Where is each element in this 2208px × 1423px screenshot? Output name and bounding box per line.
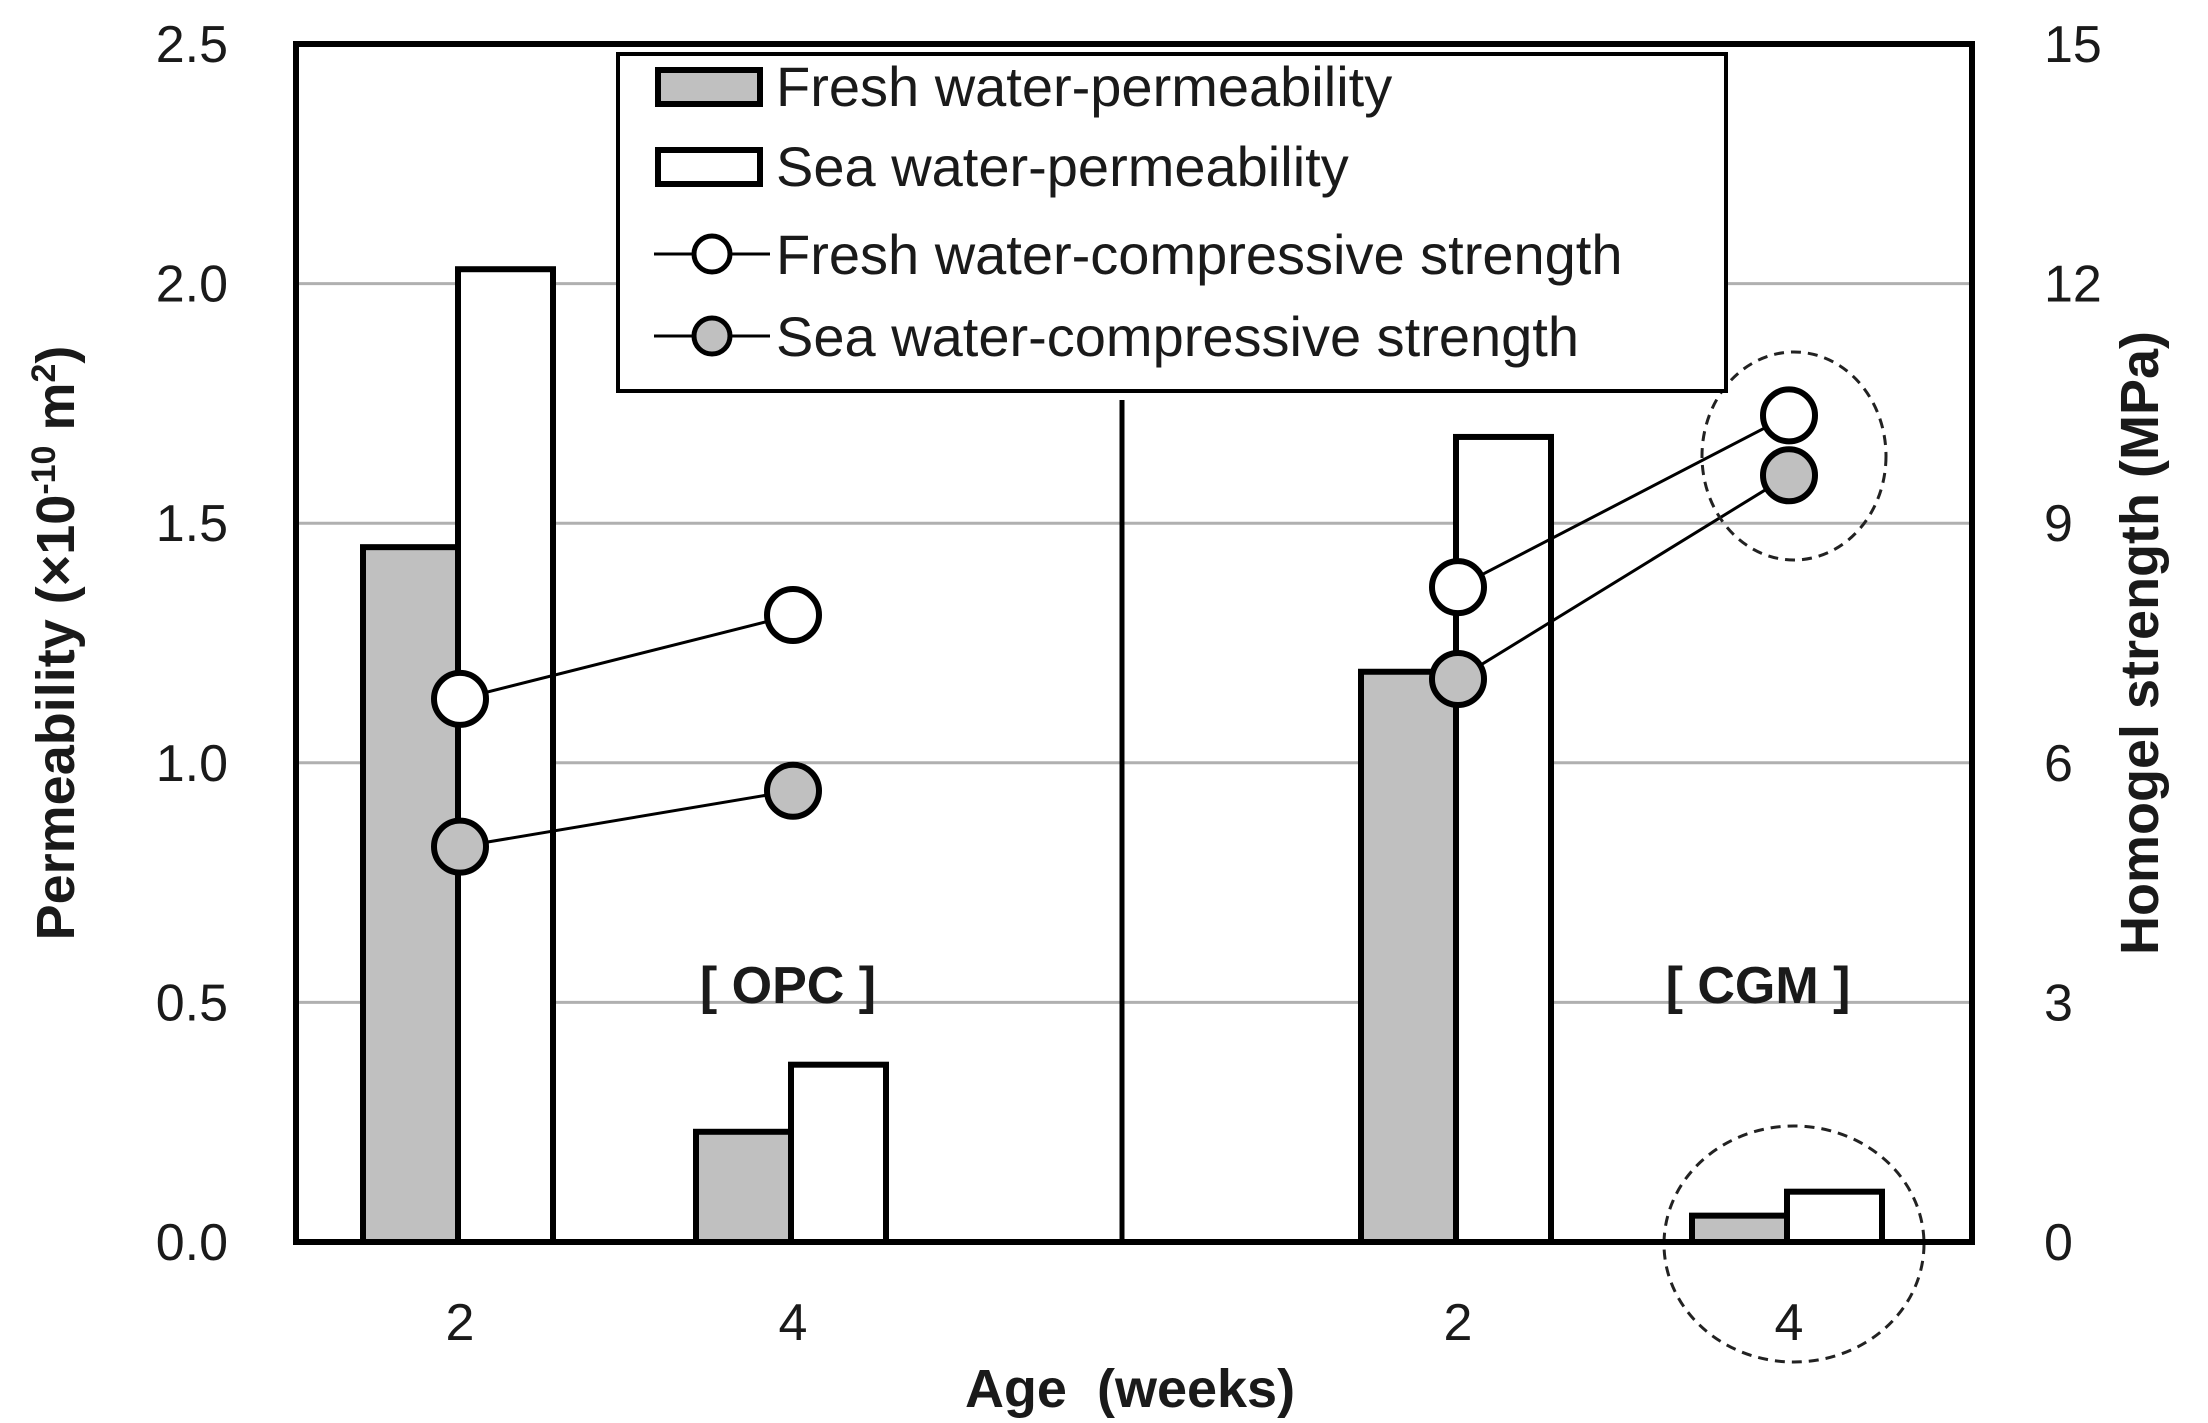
y-right-tick-label: 3 — [2044, 974, 2073, 1032]
sea-perm-bar-opc-4 — [788, 1061, 889, 1246]
sea-strength-marker-cgm-4 — [1760, 446, 1818, 505]
strength-line-segment — [459, 613, 794, 701]
legend-swatch-sea-perm — [655, 147, 763, 187]
fresh-strength-marker-cgm-4 — [1760, 386, 1818, 445]
legend-swatch-marker — [691, 233, 733, 275]
sea-perm-bar-opc-2 — [455, 266, 556, 1245]
y-left-tick-label: 1.0 — [156, 735, 228, 793]
y-right-tick-label: 0 — [2044, 1214, 2073, 1272]
x-tick-label: 4 — [1775, 1294, 1804, 1352]
plot-area-frame — [293, 41, 1975, 1245]
legend: Fresh water-permeability Sea water-permea… — [616, 52, 1728, 393]
y-right-axis-label: Homogel strength (MPa) — [2110, 331, 2170, 955]
legend-label: Fresh water-compressive strength — [776, 223, 1623, 286]
legend-swatch-marker — [691, 315, 733, 357]
y-left-axis-label: Permeability (×10-10 m2) — [25, 346, 86, 941]
legend-box — [616, 52, 1728, 393]
x-axis-label: Age (weeks) — [965, 1359, 1295, 1419]
fresh-strength-marker-opc-4 — [764, 586, 822, 645]
fresh-perm-bar-opc-4 — [693, 1128, 794, 1246]
legend-label: Sea water-compressive strength — [776, 305, 1579, 368]
x-tick-label: 2 — [1444, 1294, 1473, 1352]
fresh-perm-bar-cgm-2 — [1358, 668, 1459, 1245]
sea-strength-marker-opc-2 — [431, 817, 489, 876]
y-right-tick-label: 6 — [2044, 735, 2073, 793]
y-right-tick-label: 12 — [2044, 256, 2102, 314]
legend-label: Fresh water-permeability — [776, 55, 1392, 118]
y-left-label-suffix: ) — [26, 346, 86, 364]
highlight-circle-strength — [1700, 350, 1888, 562]
fresh-strength-marker-cgm-2 — [1429, 558, 1487, 617]
x-tick-label: 2 — [446, 1294, 475, 1352]
strength-lines — [431, 386, 1818, 876]
y-left-label-mid: m — [26, 382, 86, 445]
fresh-perm-bar-opc-2 — [360, 544, 461, 1245]
y-left-label-exp2: 2 — [25, 364, 63, 383]
y-left-tick-label: 2.0 — [156, 256, 228, 314]
strength-line-segment — [1457, 414, 1790, 589]
y-left-tick-label: 0.0 — [156, 1214, 228, 1272]
y-left-label-prefix: Permeability (×10 — [26, 495, 86, 941]
y-left-label-exp: -10 — [25, 446, 63, 495]
sea-perm-bar-cgm-2 — [1453, 433, 1554, 1246]
x-tick-label: 4 — [779, 1294, 808, 1352]
sea-strength-marker-opc-4 — [764, 761, 822, 820]
y-left-tick-label: 0.5 — [156, 974, 228, 1032]
legend-swatch-fresh-perm — [655, 67, 763, 107]
y-left-tick-label: 2.5 — [156, 16, 228, 74]
y-right-tick-label: 9 — [2044, 495, 2073, 553]
legend-label: Sea water-permeability — [776, 135, 1349, 198]
y-left-tick-label: 1.5 — [156, 495, 228, 553]
y-right-tick-label: 15 — [2044, 16, 2102, 74]
strength-line-segment — [1457, 474, 1790, 681]
fresh-perm-bar-cgm-4 — [1689, 1212, 1790, 1246]
sea-perm-bar-cgm-4 — [1784, 1188, 1885, 1245]
group-label-cgm: [ CGM ] — [1666, 957, 1851, 1015]
strength-line-segment — [459, 789, 794, 849]
sea-strength-marker-cgm-2 — [1429, 649, 1487, 708]
fresh-strength-marker-opc-2 — [431, 669, 489, 728]
axis-ticks: 0.0 0.5 1.0 1.5 2.0 2.5 0 3 6 9 12 15 2 4 2 4 — [156, 16, 2102, 1352]
group-label-opc: [ OPC ] — [700, 957, 876, 1015]
